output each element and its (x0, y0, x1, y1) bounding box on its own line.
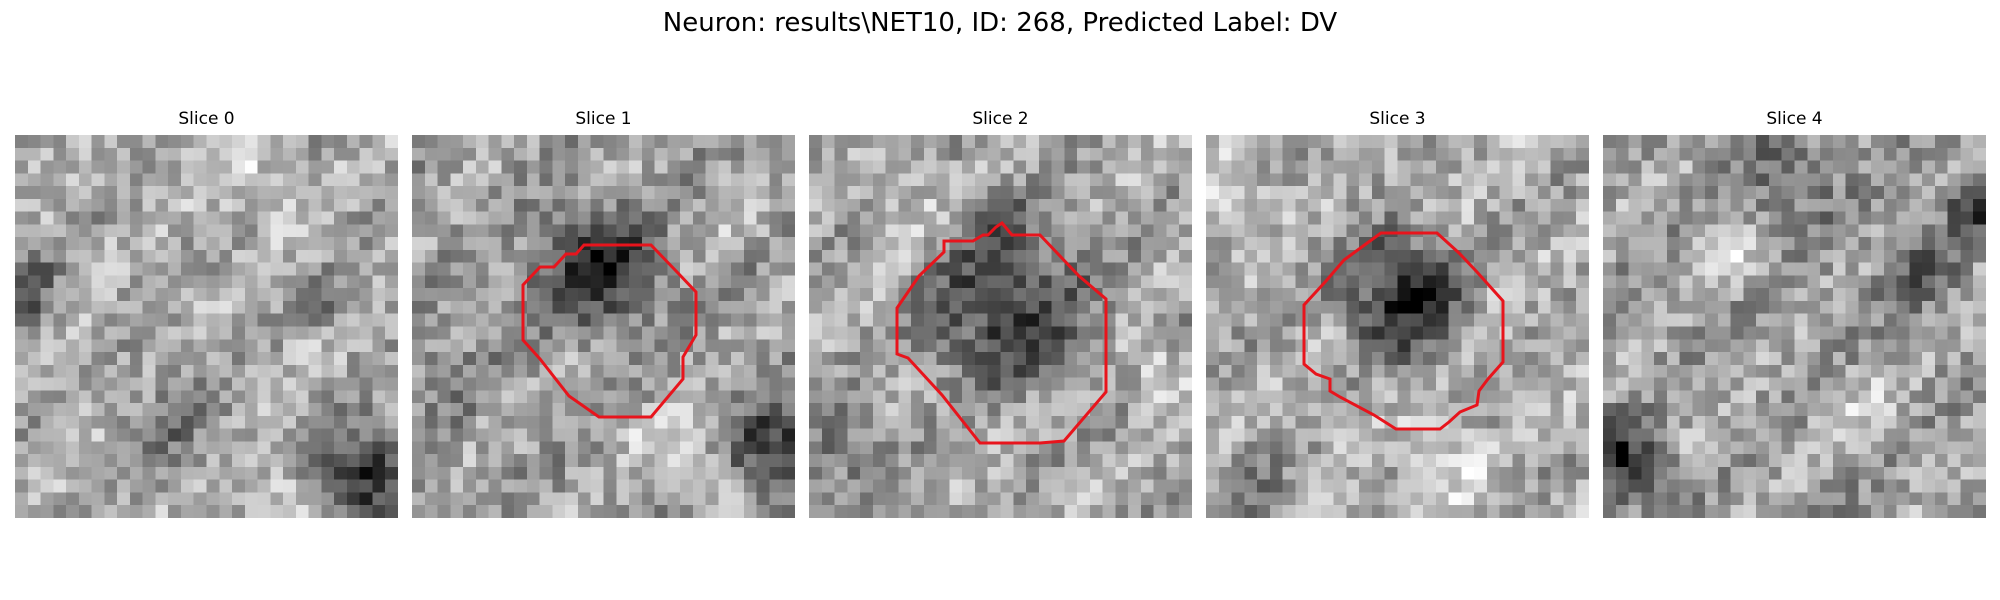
slice-1-image (412, 135, 795, 518)
slice-1-canvas (412, 135, 795, 518)
slice-3-canvas (1206, 135, 1589, 518)
slice-3-contour (1302, 231, 1505, 431)
slice-1-contour (521, 243, 698, 419)
slice-4-title: Slice 4 (1766, 109, 1823, 129)
slice-4-canvas (1603, 135, 1986, 518)
slice-1-title: Slice 1 (575, 109, 632, 129)
slice-0-canvas (15, 135, 398, 518)
slice-3-title: Slice 3 (1369, 109, 1426, 129)
slice-3-image (1206, 135, 1589, 518)
slice-2-contour-outline (895, 221, 1108, 445)
figure-title: Neuron: results\NET10, ID: 268, Predicte… (662, 8, 1338, 38)
slice-0-image (15, 135, 398, 518)
slice-4-image (1603, 135, 1986, 518)
slice-1-contour-outline (521, 243, 698, 419)
slice-3-contour-outline (1302, 231, 1505, 431)
slice-2-contour (895, 221, 1108, 445)
slice-2-canvas (809, 135, 1192, 518)
slice-2-image (809, 135, 1192, 518)
slice-0-title: Slice 0 (178, 109, 235, 129)
slice-2-title: Slice 2 (972, 109, 1029, 129)
